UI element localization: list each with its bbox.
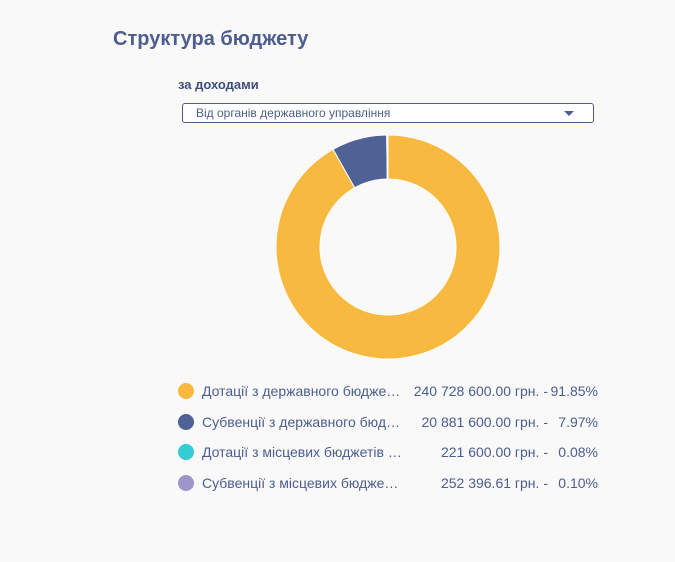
legend-label: Дотації з місцевих бюджетів … — [202, 444, 402, 460]
legend-color-dot — [178, 474, 194, 491]
legend-percent: 0.08% — [558, 444, 598, 460]
legend-color-dot — [178, 444, 194, 460]
dropdown-selected-value: Від органів державного управління — [196, 106, 391, 120]
chart-legend: Дотації з державного бюдже… 240 728 600.… — [178, 380, 618, 502]
legend-label: Субвенції з державного бюд… — [202, 413, 401, 430]
legend-color-dot — [178, 383, 194, 399]
slice-state-grants[interactable] — [275, 134, 501, 360]
legend-label: Дотації з державного бюдже… — [202, 383, 401, 399]
legend-item[interactable]: Дотації з державного бюдже… 240 728 600.… — [178, 380, 618, 411]
legend-amount: 20 881 600.00 грн. - — [421, 413, 549, 430]
page-title: Структура бюджету — [113, 28, 309, 50]
legend-amount: 221 600.00 грн. - — [440, 444, 548, 460]
chart-subtitle: за доходами — [178, 77, 259, 92]
legend-label: Субвенції з місцевих бюдже… — [202, 474, 399, 491]
legend-amount: 240 728 600.00 грн. - — [413, 383, 548, 399]
legend-percent: 91.85% — [550, 383, 598, 399]
legend-item[interactable]: Субвенції з місцевих бюдже… 252 396.61 г… — [178, 472, 618, 503]
legend-percent: 0.10% — [558, 474, 598, 491]
slice-local-subventions[interactable] — [386, 134, 389, 180]
legend-item[interactable]: Субвенції з державного бюд… 20 881 600.0… — [178, 411, 618, 442]
legend-color-dot — [178, 413, 194, 430]
income-source-dropdown[interactable]: Від органів державного управління — [182, 103, 594, 123]
legend-item[interactable]: Дотації з місцевих бюджетів … 221 600.00… — [178, 441, 618, 472]
chevron-down-icon[interactable] — [564, 111, 574, 116]
legend-amount: 252 396.61 грн. - — [440, 474, 548, 491]
legend-percent: 7.97% — [558, 413, 598, 430]
